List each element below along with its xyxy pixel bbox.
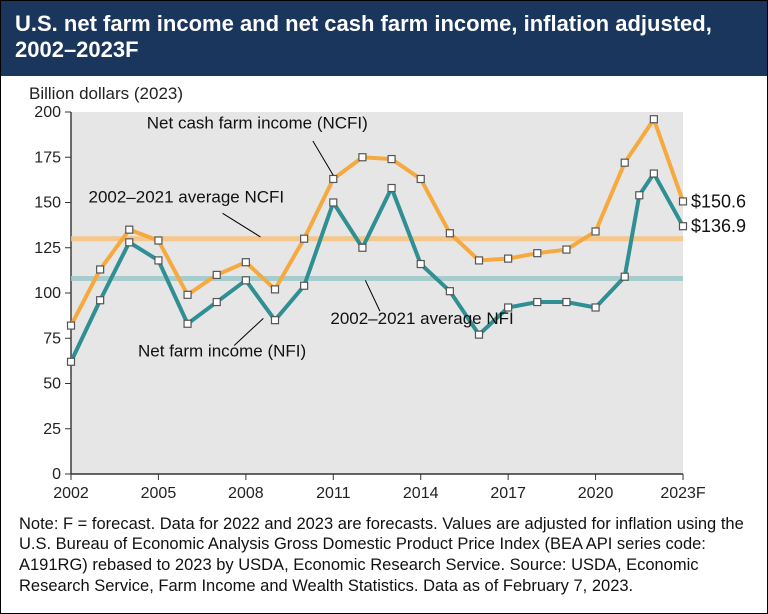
svg-text:2023F: 2023F: [660, 485, 706, 502]
svg-text:Net cash farm income (NCFI): Net cash farm income (NCFI): [147, 113, 368, 132]
svg-text:2014: 2014: [403, 485, 439, 502]
svg-text:2002: 2002: [53, 485, 89, 502]
svg-text:2002–2021 average NFI: 2002–2021 average NFI: [330, 309, 513, 328]
svg-text:2005: 2005: [141, 485, 177, 502]
svg-text:150: 150: [34, 194, 61, 211]
svg-text:$150.6: $150.6: [691, 191, 746, 211]
chart-area: Billion dollars (2023) 0 25 50 75 100 125 150 1…: [1, 76, 767, 508]
svg-text:Net farm income (NFI): Net farm income (NFI): [138, 341, 306, 360]
svg-text:$136.9: $136.9: [691, 216, 746, 236]
footnote-text: Note: F = forecast. Data for 2022 and 20…: [19, 515, 744, 595]
svg-text:125: 125: [34, 240, 61, 257]
chart-title: U.S. net farm income and net cash farm i…: [15, 11, 753, 64]
svg-text:0: 0: [52, 466, 61, 483]
svg-text:2020: 2020: [578, 485, 614, 502]
svg-text:75: 75: [43, 330, 61, 347]
svg-text:2008: 2008: [228, 485, 264, 502]
footnote: Note: F = forecast. Data for 2022 and 20…: [1, 508, 767, 607]
svg-text:175: 175: [34, 149, 61, 166]
svg-text:25: 25: [43, 421, 61, 438]
line-chart-svg: 0 25 50 75 100 125 150 175 200 2002 2005 2008 2011 20…: [27, 106, 747, 504]
svg-text:100: 100: [34, 285, 61, 302]
svg-text:200: 200: [34, 106, 61, 121]
figure-frame: U.S. net farm income and net cash farm i…: [0, 0, 768, 614]
y-axis-title: Billion dollars (2023): [29, 84, 749, 104]
title-bar: U.S. net farm income and net cash farm i…: [1, 1, 767, 76]
svg-text:2017: 2017: [490, 485, 526, 502]
svg-text:2011: 2011: [316, 485, 351, 502]
svg-text:2002–2021 average NCFI: 2002–2021 average NCFI: [88, 187, 284, 206]
svg-text:50: 50: [43, 375, 61, 392]
